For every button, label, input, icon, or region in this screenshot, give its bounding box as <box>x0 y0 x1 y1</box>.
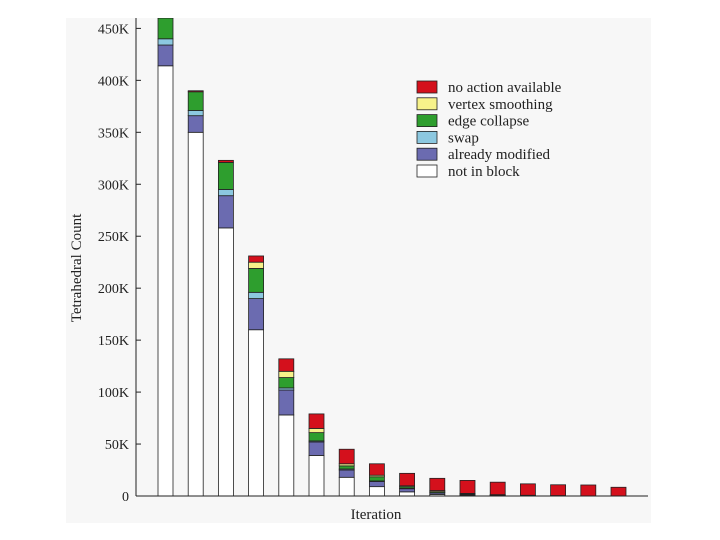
y-axis: 0 50K 100K 150K 200K 250K 300K 350K 400K 450K <box>98 22 141 505</box>
bar-segment-already-modified <box>308 441 325 456</box>
bar-segment-not-in-block <box>399 491 416 497</box>
bar-segment-no-action-available <box>580 484 597 497</box>
y-tick-label: 50K <box>105 438 129 453</box>
bar-segment-no-action-available <box>550 484 567 496</box>
bar-segment-edge-collapse <box>308 432 325 442</box>
bar-segment-edge-collapse <box>278 377 295 389</box>
bar-segment-swap <box>157 38 174 46</box>
legend-label: no action available <box>448 80 562 96</box>
bar-segment-already-modified <box>187 115 204 133</box>
bar-segment-edge-collapse <box>187 91 204 111</box>
bar-segment-no-action-available <box>308 413 325 429</box>
axis-lines <box>135 18 648 497</box>
y-tick-label: 100K <box>98 386 129 401</box>
bar-segment-already-modified <box>157 44 174 67</box>
bar-segment-vertex-smoothing <box>308 428 325 434</box>
legend-label: already modified <box>448 147 551 163</box>
bar-segment-no-action-available <box>368 463 385 476</box>
y-tick-label: 400K <box>98 74 129 89</box>
bar-segment-edge-collapse <box>338 465 355 470</box>
bar-segment-not-in-block <box>308 455 325 497</box>
bar-segment-no-action-available <box>187 90 204 93</box>
bar-segment-no-action-available <box>489 481 506 496</box>
bar-segment-no-action-available <box>610 486 627 497</box>
bar-segment-not-in-block <box>248 329 265 497</box>
bar-segment-already-modified <box>248 298 265 331</box>
y-tick-label: 200K <box>98 282 129 297</box>
y-tick-label: 150K <box>98 334 129 349</box>
bar-segment-not-in-block <box>157 65 174 497</box>
bar-segment-no-action-available <box>519 483 536 496</box>
y-axis-title: Tetrahedral Count <box>69 213 85 322</box>
bar-segment-no-action-available <box>278 358 295 372</box>
bar-segment-not-in-block <box>368 486 385 497</box>
y-tick-label: 300K <box>98 178 129 193</box>
bar-segment-vertex-smoothing <box>278 370 295 378</box>
stacked-bar-chart: 0 50K 100K 150K 200K 250K 300K 350K 400K 450K Tet… <box>69 18 648 523</box>
bar-segment-no-action-available <box>338 448 355 465</box>
legend-label: swap <box>448 130 479 146</box>
bars <box>157 18 627 497</box>
bar-segment-already-modified <box>338 469 355 478</box>
bar-segment-not-in-block <box>187 131 204 497</box>
bar-segment-edge-collapse <box>368 476 385 482</box>
y-tick-label: 450K <box>98 22 129 37</box>
legend-swatch <box>416 147 438 161</box>
bar-segment-edge-collapse <box>217 162 234 190</box>
bar-segment-edge-collapse <box>248 268 265 293</box>
bar-segment-vertex-smoothing <box>248 261 265 269</box>
legend-label: not in block <box>448 164 520 180</box>
bar-segment-swap <box>217 189 234 197</box>
bar-segment-no-action-available <box>429 477 446 491</box>
legend-label: vertex smoothing <box>448 97 553 113</box>
bar-segment-already-modified <box>399 488 416 493</box>
plot-panel: 0 50K 100K 150K 200K 250K 300K 350K 400K 450K Tet… <box>66 18 651 523</box>
y-tick-label: 250K <box>98 230 129 245</box>
bar-segment-no-action-available <box>248 255 265 263</box>
bar-segment-not-in-block <box>278 414 295 497</box>
y-tick-label: 0 <box>122 490 129 505</box>
legend-swatch <box>416 97 438 111</box>
legend-swatch <box>416 164 438 178</box>
bar-segment-no-action-available <box>399 472 416 487</box>
bar-segment-edge-collapse <box>157 18 174 40</box>
bar-segment-already-modified <box>278 389 295 416</box>
bar-segment-already-modified <box>217 195 234 229</box>
y-tick-label: 350K <box>98 126 129 141</box>
bar-segment-swap <box>187 110 204 117</box>
legend-swatch <box>416 114 438 127</box>
legend-swatch <box>416 131 438 144</box>
bar-segment-no-action-available <box>459 480 476 494</box>
legend-swatch <box>416 80 438 94</box>
legend-label: edge collapse <box>448 114 530 130</box>
bar-segment-not-in-block <box>338 476 355 497</box>
bar-segment-not-in-block <box>217 227 234 497</box>
bar-segment-no-action-available <box>217 159 234 163</box>
x-axis-title: Iteration <box>351 507 402 523</box>
bar-segment-already-modified <box>368 481 385 488</box>
bar-segment-swap <box>248 291 265 299</box>
